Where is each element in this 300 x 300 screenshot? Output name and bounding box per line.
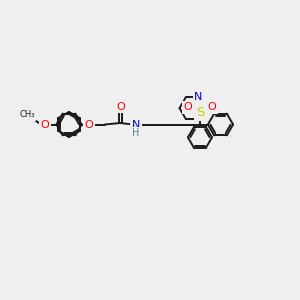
Text: O: O — [208, 102, 216, 112]
Text: O: O — [40, 119, 50, 130]
Text: S: S — [196, 106, 204, 119]
Text: N: N — [194, 92, 202, 102]
Text: O: O — [84, 119, 93, 130]
Text: CH₃: CH₃ — [19, 110, 35, 119]
Text: H: H — [132, 128, 139, 139]
Text: N: N — [132, 119, 140, 130]
Text: O: O — [116, 102, 125, 112]
Text: O: O — [184, 102, 192, 112]
